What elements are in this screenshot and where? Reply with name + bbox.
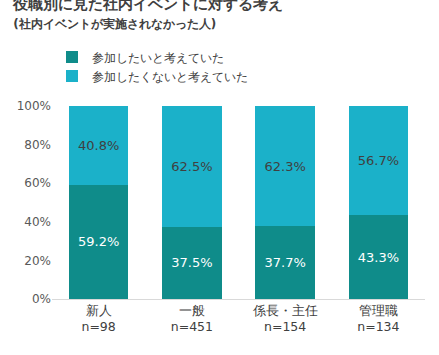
svg-text:40%: 40% xyxy=(24,215,51,229)
svg-text:20%: 20% xyxy=(24,254,51,268)
svg-text:80%: 80% xyxy=(24,138,51,152)
svg-text:係長・主任n=154: 係長・主任n=154 xyxy=(252,303,318,334)
svg-text:37.5%: 37.5% xyxy=(171,255,212,270)
svg-text:37.7%: 37.7% xyxy=(264,255,305,270)
svg-text:62.3%: 62.3% xyxy=(264,159,305,174)
svg-text:0%: 0% xyxy=(32,292,51,306)
svg-text:56.7%: 56.7% xyxy=(358,153,399,168)
svg-text:役職別に見た社内イベントに対する考え(社内イベントが実施され: 役職別に見た社内イベントに対する考え(社内イベントが実施されなかった人) xyxy=(12,0,283,31)
svg-text:43.3%: 43.3% xyxy=(358,250,399,265)
svg-text:管理職n=134: 管理職n=134 xyxy=(357,303,399,334)
svg-text:一般n=451: 一般n=451 xyxy=(171,303,213,334)
svg-text:40.8%: 40.8% xyxy=(78,138,119,153)
svg-text:参加したくないと考えていた: 参加したくないと考えていた xyxy=(92,70,248,84)
svg-text:新人n=98: 新人n=98 xyxy=(81,303,115,334)
svg-text:100%: 100% xyxy=(17,99,51,113)
svg-text:62.5%: 62.5% xyxy=(171,159,212,174)
svg-text:59.2%: 59.2% xyxy=(78,234,119,249)
svg-text:参加したいと考えていた: 参加したいと考えていた xyxy=(92,51,224,65)
svg-text:60%: 60% xyxy=(24,176,51,190)
